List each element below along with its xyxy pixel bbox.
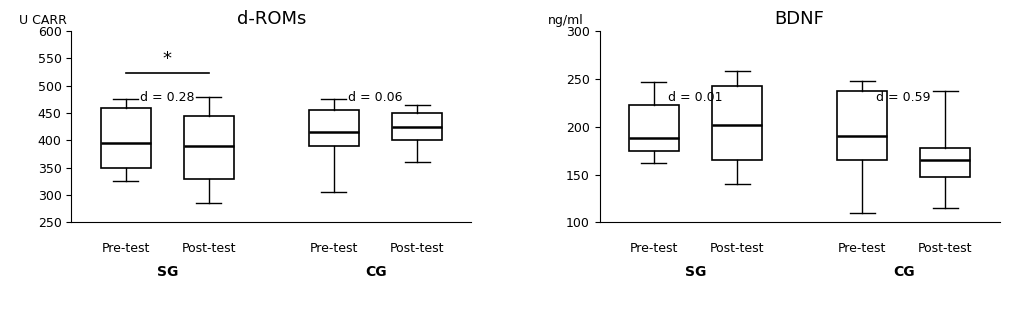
PathPatch shape xyxy=(628,105,678,150)
Title: d-ROMs: d-ROMs xyxy=(236,10,306,28)
Text: Post-test: Post-test xyxy=(709,242,763,255)
Text: Post-test: Post-test xyxy=(917,242,972,255)
PathPatch shape xyxy=(837,91,887,160)
Text: d = 0.28: d = 0.28 xyxy=(140,91,195,104)
Text: Post-test: Post-test xyxy=(181,242,236,255)
PathPatch shape xyxy=(309,110,359,146)
Text: ng/ml: ng/ml xyxy=(547,14,583,27)
Text: Pre-test: Pre-test xyxy=(837,242,886,255)
Text: Pre-test: Pre-test xyxy=(101,242,150,255)
Text: Post-test: Post-test xyxy=(389,242,444,255)
Text: Pre-test: Pre-test xyxy=(629,242,678,255)
Text: d = 0.06: d = 0.06 xyxy=(348,91,403,104)
Text: Pre-test: Pre-test xyxy=(310,242,358,255)
PathPatch shape xyxy=(919,148,969,176)
Title: BDNF: BDNF xyxy=(773,10,823,28)
Text: d = 0.59: d = 0.59 xyxy=(875,91,930,104)
PathPatch shape xyxy=(183,116,233,179)
PathPatch shape xyxy=(711,86,761,160)
Text: CG: CG xyxy=(365,265,386,279)
Text: SG: SG xyxy=(156,265,177,279)
PathPatch shape xyxy=(101,108,151,168)
Text: CG: CG xyxy=(892,265,914,279)
PathPatch shape xyxy=(392,113,442,140)
Text: U CARR: U CARR xyxy=(19,14,67,27)
Text: SG: SG xyxy=(684,265,705,279)
Text: *: * xyxy=(163,50,171,68)
Text: d = 0.01: d = 0.01 xyxy=(667,91,721,104)
